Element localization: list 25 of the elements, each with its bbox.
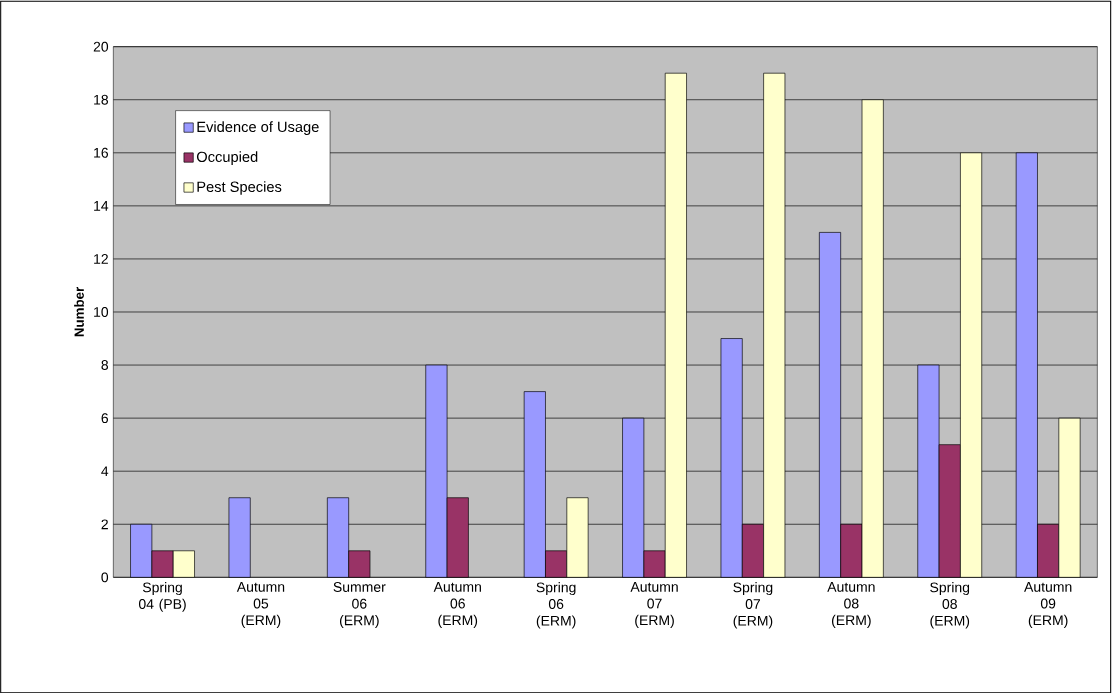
x-tick-label: Spring 04 (PB) [138, 581, 186, 612]
y-tick-label: 14 [94, 200, 109, 211]
x-tick-label: Spring 06 (ERM) [536, 581, 576, 629]
y-tick-label: 4 [101, 466, 109, 476]
legend-label: Occupied [196, 151, 258, 165]
x-tick-label: Autumn 05 (ERM) [236, 581, 285, 628]
legend-label: Evidence of Usage [197, 121, 319, 135]
x-tick-label: Spring 08 (ERM) [930, 581, 970, 629]
y-tick-label: 12 [94, 253, 108, 264]
y-tick-label: 10 [94, 306, 109, 317]
x-tick-label: Summer 06 (ERM) [333, 581, 386, 628]
x-tick-label: Autumn 06 (ERM) [433, 581, 481, 628]
legend-label: Pest Species [197, 181, 282, 195]
x-tick-label: Autumn 09 (ERM) [1024, 581, 1072, 628]
y-tick-label: 8 [101, 359, 109, 370]
y-tick-label: 6 [101, 413, 109, 423]
x-tick-label: Autumn 07 (ERM) [630, 581, 678, 628]
y-tick-label: 18 [94, 94, 109, 105]
x-tick-label: Autumn 08 (ERM) [827, 581, 875, 628]
x-tick-label: Spring 07 (ERM) [733, 581, 773, 629]
y-tick-label: 16 [94, 147, 109, 158]
y-tick-label: 2 [101, 519, 108, 529]
y-tick-label: 20 [93, 41, 109, 52]
y-axis-title: Number [74, 286, 84, 337]
y-tick-label: 0 [101, 572, 109, 583]
